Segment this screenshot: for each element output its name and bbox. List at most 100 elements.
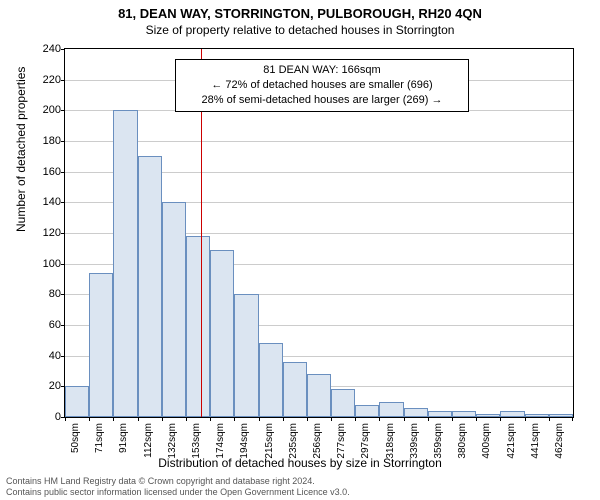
y-tick-label: 200 bbox=[35, 104, 61, 116]
y-tick-mark bbox=[61, 325, 65, 326]
x-tick-mark bbox=[525, 417, 526, 421]
y-tick-mark bbox=[61, 110, 65, 111]
x-tick-mark bbox=[355, 417, 356, 421]
x-tick-mark bbox=[379, 417, 380, 421]
grid-line bbox=[65, 141, 573, 142]
histogram-bar bbox=[355, 405, 379, 417]
attribution-text: Contains HM Land Registry data © Crown c… bbox=[6, 476, 350, 499]
y-tick-label: 80 bbox=[35, 288, 61, 300]
x-tick-label: 235sqm bbox=[288, 423, 299, 459]
y-tick-mark bbox=[61, 141, 65, 142]
x-tick-label: 132sqm bbox=[167, 423, 178, 459]
x-tick-mark bbox=[113, 417, 114, 421]
histogram-bar bbox=[428, 411, 452, 417]
x-tick-label: 256sqm bbox=[312, 423, 323, 459]
x-tick-mark bbox=[331, 417, 332, 421]
y-tick-label: 20 bbox=[35, 380, 61, 392]
x-tick-label: 441sqm bbox=[530, 423, 541, 459]
x-axis-label: Distribution of detached houses by size … bbox=[0, 456, 600, 470]
histogram-bar bbox=[162, 202, 186, 417]
x-tick-mark bbox=[259, 417, 260, 421]
annotation-line: ← 72% of detached houses are smaller (69… bbox=[182, 78, 462, 93]
attribution-line: Contains public sector information licen… bbox=[6, 487, 350, 498]
histogram-bar bbox=[452, 411, 476, 417]
x-tick-label: 71sqm bbox=[94, 423, 105, 453]
histogram-bar bbox=[404, 408, 428, 417]
x-tick-mark bbox=[404, 417, 405, 421]
y-tick-mark bbox=[61, 80, 65, 81]
x-tick-mark bbox=[500, 417, 501, 421]
y-tick-mark bbox=[61, 233, 65, 234]
y-tick-label: 60 bbox=[35, 319, 61, 331]
histogram-bar bbox=[525, 414, 549, 417]
y-tick-label: 240 bbox=[35, 43, 61, 55]
x-tick-label: 215sqm bbox=[264, 423, 275, 459]
y-tick-mark bbox=[61, 172, 65, 173]
x-tick-mark bbox=[283, 417, 284, 421]
y-tick-label: 120 bbox=[35, 227, 61, 239]
x-tick-label: 297sqm bbox=[360, 423, 371, 459]
x-tick-mark bbox=[210, 417, 211, 421]
x-tick-label: 194sqm bbox=[239, 423, 250, 459]
annotation-line: 81 DEAN WAY: 166sqm bbox=[182, 63, 462, 78]
x-tick-label: 50sqm bbox=[70, 423, 81, 453]
x-tick-label: 318sqm bbox=[385, 423, 396, 459]
y-tick-mark bbox=[61, 294, 65, 295]
histogram-bar bbox=[379, 402, 403, 417]
x-tick-label: 421sqm bbox=[506, 423, 517, 459]
x-tick-mark bbox=[162, 417, 163, 421]
y-tick-mark bbox=[61, 264, 65, 265]
x-tick-mark bbox=[452, 417, 453, 421]
x-tick-label: 462sqm bbox=[554, 423, 565, 459]
histogram-bar bbox=[138, 156, 162, 417]
x-tick-label: 359sqm bbox=[433, 423, 444, 459]
histogram-bar bbox=[259, 343, 283, 417]
annotation-box: 81 DEAN WAY: 166sqm← 72% of detached hou… bbox=[175, 59, 469, 112]
histogram-bar bbox=[307, 374, 331, 417]
x-tick-mark bbox=[307, 417, 308, 421]
y-tick-label: 140 bbox=[35, 196, 61, 208]
x-tick-label: 339sqm bbox=[409, 423, 420, 459]
histogram-chart: 02040608010012014016018020022024050sqm71… bbox=[64, 48, 574, 418]
histogram-bar bbox=[476, 414, 500, 417]
y-axis-label: Number of detached properties bbox=[14, 67, 28, 232]
x-tick-mark bbox=[476, 417, 477, 421]
x-tick-label: 112sqm bbox=[143, 423, 154, 458]
x-tick-mark bbox=[65, 417, 66, 421]
x-tick-label: 380sqm bbox=[457, 423, 468, 459]
x-tick-mark bbox=[186, 417, 187, 421]
y-tick-label: 180 bbox=[35, 135, 61, 147]
histogram-bar bbox=[549, 414, 573, 417]
x-tick-label: 174sqm bbox=[215, 423, 226, 459]
y-tick-label: 0 bbox=[35, 411, 61, 423]
histogram-bar bbox=[500, 411, 524, 417]
x-tick-label: 91sqm bbox=[118, 423, 129, 453]
x-tick-mark bbox=[234, 417, 235, 421]
y-tick-mark bbox=[61, 356, 65, 357]
x-tick-mark bbox=[572, 417, 573, 421]
histogram-bar bbox=[65, 386, 89, 417]
histogram-bar bbox=[331, 389, 355, 417]
histogram-bar bbox=[89, 273, 113, 417]
histogram-bar bbox=[186, 236, 210, 417]
attribution-line: Contains HM Land Registry data © Crown c… bbox=[6, 476, 350, 487]
page-title: 81, DEAN WAY, STORRINGTON, PULBOROUGH, R… bbox=[0, 0, 600, 21]
x-tick-label: 153sqm bbox=[191, 423, 202, 459]
histogram-bar bbox=[113, 110, 137, 417]
y-tick-mark bbox=[61, 202, 65, 203]
x-tick-mark bbox=[428, 417, 429, 421]
y-tick-mark bbox=[61, 49, 65, 50]
x-tick-mark bbox=[89, 417, 90, 421]
y-tick-label: 160 bbox=[35, 166, 61, 178]
y-tick-label: 100 bbox=[35, 258, 61, 270]
x-tick-label: 277sqm bbox=[336, 423, 347, 459]
histogram-bar bbox=[234, 294, 258, 417]
histogram-bar bbox=[210, 250, 234, 417]
x-tick-label: 400sqm bbox=[481, 423, 492, 459]
histogram-bar bbox=[283, 362, 307, 417]
x-tick-mark bbox=[549, 417, 550, 421]
annotation-line: 28% of semi-detached houses are larger (… bbox=[182, 93, 462, 108]
x-tick-mark bbox=[138, 417, 139, 421]
y-tick-label: 40 bbox=[35, 350, 61, 362]
y-tick-label: 220 bbox=[35, 74, 61, 86]
